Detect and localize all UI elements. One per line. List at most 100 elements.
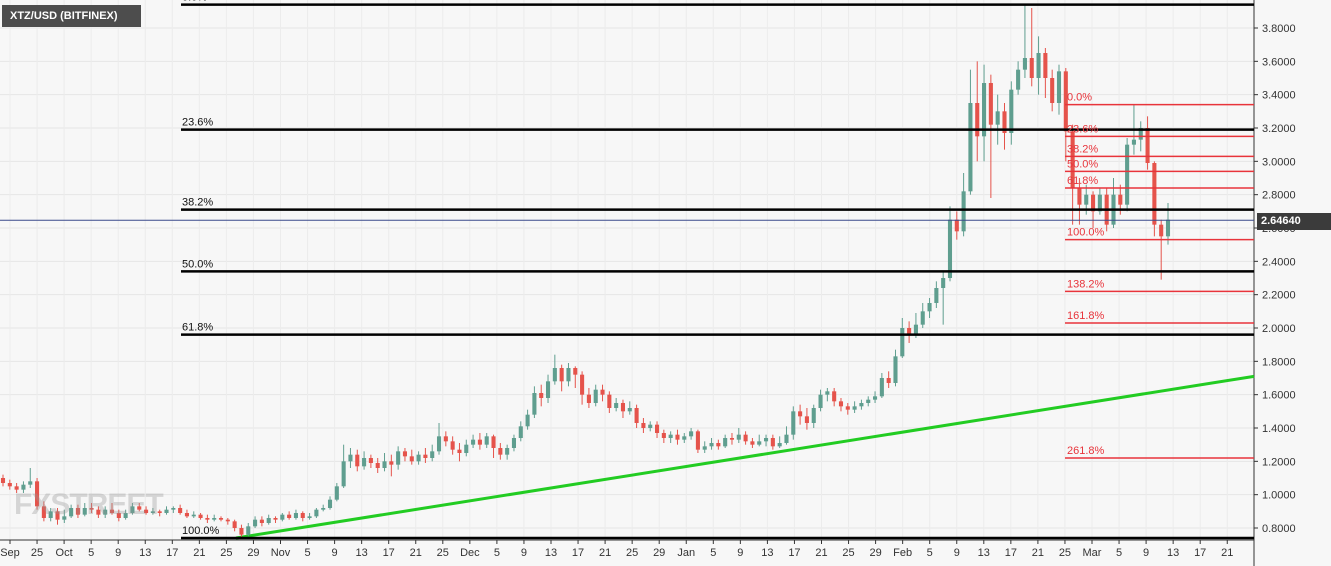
candle-body (982, 83, 987, 137)
candle-body (191, 514, 196, 517)
date-tick-label: 5 (494, 547, 500, 559)
candle-body (266, 518, 271, 523)
candle-body (14, 486, 19, 490)
fib-minor-label: 61.8% (1067, 175, 1098, 187)
candle-body (791, 411, 796, 435)
candle-body (157, 511, 162, 513)
candle-body (62, 516, 67, 520)
candle-body (96, 509, 101, 515)
candle-body (402, 451, 408, 457)
candle-body (382, 461, 387, 468)
fib-major-label: 0.0% (182, 0, 207, 4)
candle-body (130, 506, 135, 513)
candle-body (818, 394, 823, 408)
candle-body (430, 451, 435, 458)
date-tick-label: 9 (954, 547, 960, 559)
candle-body (682, 436, 687, 440)
candle-body (927, 303, 932, 312)
price-tick-label: 3.2000 (1262, 123, 1296, 135)
candle-body (341, 461, 346, 487)
candle-body (1084, 194, 1089, 205)
candle-body (586, 394, 591, 403)
date-tick-label: 5 (88, 547, 94, 559)
symbol-label: XTZ/USD (BITFINEX) (2, 5, 141, 27)
date-tick-label: 5 (1116, 547, 1122, 559)
candle-body (729, 438, 735, 440)
date-tick-label: 13 (545, 547, 557, 559)
candle-body (580, 374, 585, 395)
candle-body (123, 513, 128, 518)
candle-body (348, 454, 353, 462)
candle-body (334, 486, 339, 500)
fib-minor-label: 50.0% (1067, 158, 1098, 170)
fib-minor-label: 38.2% (1067, 143, 1098, 155)
candle-body (1050, 78, 1055, 103)
date-tick-label: Nov (271, 547, 291, 559)
date-tick-label: 9 (1143, 547, 1149, 559)
date-tick-label: 9 (737, 547, 743, 559)
candle-body (627, 408, 632, 412)
date-tick-label: 21 (815, 547, 827, 559)
candle-body (1043, 53, 1048, 78)
date-tick-label: Jan (677, 547, 695, 559)
date-tick-label: Feb (893, 547, 912, 559)
candle-body (518, 426, 523, 438)
candle-body (464, 444, 469, 453)
candle-body (668, 434, 673, 438)
candle-body (436, 436, 442, 452)
candle-body (443, 436, 448, 442)
date-tick-label: 29 (247, 547, 259, 559)
candle-body (1009, 89, 1014, 133)
candle-body (1118, 194, 1123, 205)
fib-minor-label: 0.0% (1067, 92, 1092, 104)
candle-body (1002, 111, 1007, 133)
candle-body (920, 311, 925, 325)
candle-body (314, 509, 319, 517)
candle-body (307, 516, 312, 518)
candle-body (702, 446, 707, 450)
candle-body (48, 511, 53, 518)
candle-body (539, 393, 544, 398)
date-tick-label: 25 (437, 547, 449, 559)
candle-body (300, 513, 305, 518)
candle-body (409, 456, 414, 462)
candle-body (253, 519, 258, 527)
date-tick-label: 25 (626, 547, 638, 559)
date-tick-label: Oct (56, 547, 73, 559)
candle-body (287, 514, 292, 518)
candle-body (498, 448, 503, 455)
candle-body (471, 439, 476, 445)
candle-body (784, 434, 789, 443)
candle-body (1165, 219, 1171, 237)
fib-major-label: 23.6% (182, 117, 213, 129)
candle-body (593, 389, 598, 403)
candle-body (477, 439, 482, 445)
date-tick-label: Sep (0, 547, 20, 559)
candle-body (82, 508, 87, 515)
price-tick-label: 1.4000 (1262, 423, 1296, 435)
price-tick-label: 1.6000 (1262, 390, 1296, 402)
candle-body (511, 438, 517, 448)
candle-body (852, 406, 857, 410)
date-tick-label: 17 (1005, 547, 1017, 559)
candle-body (1016, 69, 1021, 90)
candle-body (75, 508, 80, 515)
candle-body (362, 458, 367, 467)
candle-body (559, 368, 564, 382)
date-tick-label: 21 (193, 547, 205, 559)
candle-body (450, 441, 455, 450)
candle-body (525, 414, 530, 427)
candle-body (804, 416, 809, 423)
date-tick-label: 9 (521, 547, 527, 559)
candle-body (961, 191, 966, 232)
price-tick-label: 1.2000 (1262, 456, 1296, 468)
date-tick-label: 13 (1167, 547, 1179, 559)
date-tick-label: 17 (788, 547, 800, 559)
candle-body (505, 448, 510, 455)
price-tick-label: 0.8000 (1262, 523, 1296, 535)
candle-body (689, 431, 694, 437)
date-tick-label: 17 (166, 547, 178, 559)
date-tick-label: 13 (761, 547, 773, 559)
candle-body (954, 219, 959, 232)
